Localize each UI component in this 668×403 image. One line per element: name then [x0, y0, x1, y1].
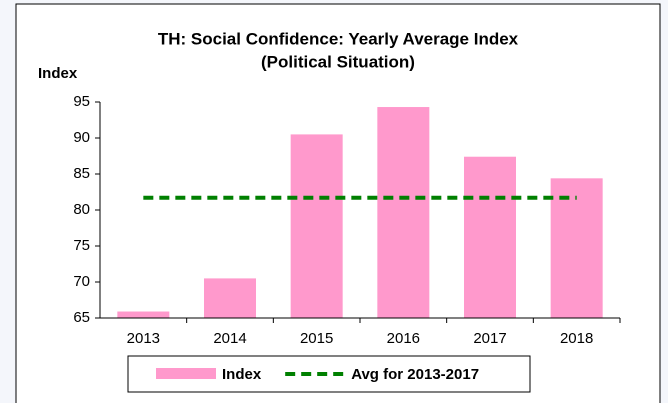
y-tick-label: 70: [73, 273, 90, 290]
y-tick-label: 95: [73, 93, 90, 110]
y-tick-label: 75: [73, 237, 90, 254]
bar: [377, 107, 430, 318]
x-tick-label: 2018: [560, 330, 593, 347]
y-tick-label: 90: [73, 129, 90, 146]
chart-subtitle: (Political Situation): [261, 52, 415, 71]
legend-label: Index: [222, 366, 262, 383]
x-tick-label: 2013: [127, 330, 160, 347]
y-axis-label: Index: [38, 65, 78, 82]
bar: [117, 311, 170, 318]
bar: [290, 134, 343, 318]
x-tick-label: 2014: [213, 330, 246, 347]
bar: [550, 178, 603, 318]
y-tick-label: 65: [73, 309, 90, 326]
x-tick-label: 2015: [300, 330, 333, 347]
y-tick-label: 85: [73, 165, 90, 182]
legend-box: [127, 355, 531, 393]
legend-label: Avg for 2013-2017: [351, 366, 479, 383]
legend-swatch: [156, 368, 216, 379]
bar: [464, 156, 516, 318]
x-tick-label: 2016: [387, 330, 420, 347]
x-tick-label: 2017: [473, 330, 506, 347]
bar: [204, 278, 256, 318]
y-tick-label: 80: [73, 201, 90, 218]
chart-title: TH: Social Confidence: Yearly Average In…: [158, 29, 519, 48]
